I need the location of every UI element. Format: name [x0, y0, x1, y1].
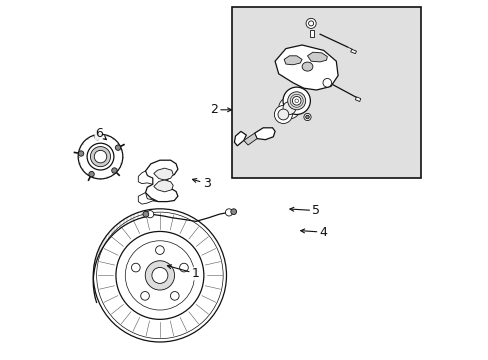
Text: 1: 1	[167, 265, 200, 280]
Circle shape	[87, 143, 114, 170]
Circle shape	[131, 263, 140, 272]
Polygon shape	[350, 49, 356, 54]
Polygon shape	[153, 180, 173, 192]
FancyBboxPatch shape	[231, 7, 420, 178]
Circle shape	[230, 209, 236, 215]
Polygon shape	[234, 131, 246, 146]
Circle shape	[179, 263, 188, 272]
Circle shape	[305, 115, 309, 119]
Polygon shape	[254, 128, 275, 140]
Polygon shape	[284, 56, 302, 65]
Circle shape	[142, 211, 148, 217]
Circle shape	[225, 209, 232, 216]
Circle shape	[94, 150, 106, 163]
Circle shape	[93, 209, 226, 342]
Text: 4: 4	[300, 226, 327, 239]
Circle shape	[145, 261, 174, 290]
Circle shape	[95, 135, 100, 140]
Polygon shape	[244, 133, 257, 145]
Circle shape	[278, 97, 300, 119]
Circle shape	[283, 102, 295, 114]
Polygon shape	[153, 168, 173, 180]
Text: 2: 2	[209, 103, 231, 116]
Circle shape	[287, 92, 305, 110]
Text: 5: 5	[289, 204, 320, 217]
Circle shape	[305, 18, 316, 28]
Polygon shape	[145, 160, 178, 202]
Circle shape	[97, 212, 223, 339]
Text: 3: 3	[192, 177, 210, 190]
Circle shape	[78, 151, 83, 156]
Polygon shape	[355, 97, 360, 102]
Circle shape	[155, 246, 164, 255]
Circle shape	[125, 241, 194, 310]
Circle shape	[116, 231, 203, 319]
Circle shape	[146, 211, 153, 218]
Circle shape	[170, 292, 179, 300]
Circle shape	[322, 78, 331, 87]
Circle shape	[111, 168, 117, 173]
Circle shape	[292, 96, 301, 105]
Circle shape	[89, 171, 94, 177]
Polygon shape	[307, 52, 326, 62]
Circle shape	[283, 87, 310, 114]
Circle shape	[78, 134, 122, 179]
Polygon shape	[275, 45, 337, 90]
Circle shape	[277, 109, 288, 120]
Polygon shape	[138, 171, 152, 184]
Circle shape	[90, 147, 110, 167]
Text: 6: 6	[95, 127, 106, 140]
Polygon shape	[309, 30, 313, 37]
Ellipse shape	[302, 62, 312, 71]
Circle shape	[308, 21, 313, 26]
Circle shape	[303, 113, 310, 121]
Circle shape	[274, 105, 292, 123]
Polygon shape	[138, 193, 158, 204]
Circle shape	[152, 267, 167, 283]
Circle shape	[115, 145, 121, 150]
Circle shape	[141, 292, 149, 300]
